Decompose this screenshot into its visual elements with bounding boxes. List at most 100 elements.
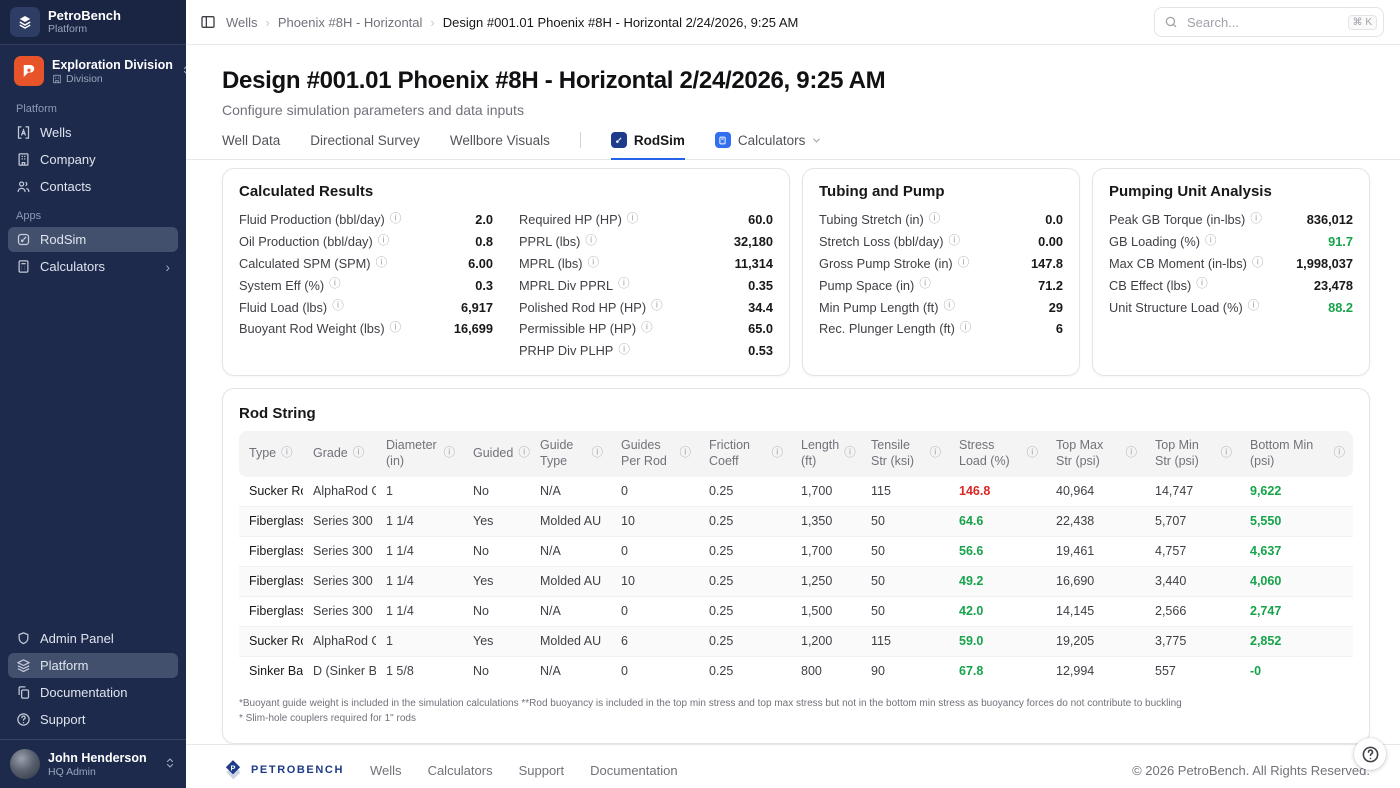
info-icon[interactable]: ⓘ <box>919 278 931 291</box>
info-icon[interactable]: ⓘ <box>281 447 293 460</box>
rod-table: Type ⓘ Grade ⓘ Diameter (in) ⓘ Guided ⓘ … <box>239 431 1353 686</box>
info-icon[interactable]: ⓘ <box>651 300 663 313</box>
info-icon[interactable]: ⓘ <box>585 234 597 247</box>
rod-cell: 2,852 <box>1240 625 1353 657</box>
team-type: Division <box>52 73 173 85</box>
info-icon[interactable]: ⓘ <box>957 256 970 269</box>
info-icon[interactable]: ⓘ <box>928 213 941 226</box>
info-icon[interactable]: ⓘ <box>1196 278 1208 291</box>
info-icon[interactable]: ⓘ <box>389 322 402 335</box>
info-icon[interactable]: ⓘ <box>352 447 365 460</box>
info-icon[interactable]: ⓘ <box>443 447 456 460</box>
calc-left-column: Fluid Production (bbl/day) ⓘ 2.0 Oil Pro… <box>239 209 493 361</box>
brand-name: PetroBench <box>48 7 121 23</box>
sidebar-item-platform[interactable]: Platform <box>8 653 178 678</box>
info-icon[interactable]: ⓘ <box>771 447 784 460</box>
info-icon[interactable]: ⓘ <box>948 234 960 247</box>
footer-link-support[interactable]: Support <box>518 762 565 778</box>
pumping-unit-card: Pumping Unit Analysis Peak GB Torque (in… <box>1092 168 1370 377</box>
info-icon[interactable]: ⓘ <box>1247 300 1260 313</box>
metric-label: Polished Rod HP (HP) ⓘ <box>519 299 663 315</box>
column-header: Length (ft) ⓘ <box>791 431 861 477</box>
sidebar-item-rodsim[interactable]: RodSim <box>8 227 178 252</box>
rod-cell: 49.2 <box>949 565 1046 597</box>
info-icon[interactable]: ⓘ <box>626 213 639 226</box>
info-icon[interactable]: ⓘ <box>1026 447 1039 460</box>
breadcrumb-wells[interactable]: Wells <box>226 14 258 30</box>
info-icon[interactable]: ⓘ <box>929 447 942 460</box>
info-icon[interactable]: ⓘ <box>1251 256 1264 269</box>
metric-row: Oil Production (bbl/day) ⓘ 0.8 <box>239 231 493 253</box>
rod-cell: 16,690 <box>1046 565 1145 597</box>
brand-header[interactable]: PetroBench Platform <box>0 0 186 45</box>
metric-row: Calculated SPM (SPM) ⓘ 6.00 <box>239 253 493 275</box>
help-button[interactable] <box>1354 738 1386 770</box>
search-box[interactable]: ⌘ K <box>1154 7 1384 37</box>
info-icon[interactable]: ⓘ <box>329 278 341 291</box>
info-icon[interactable]: ⓘ <box>332 300 344 313</box>
search-input[interactable] <box>1185 13 1341 31</box>
user-menu[interactable]: John Henderson HQ Admin <box>0 739 186 788</box>
metric-value: 147.8 <box>1030 255 1063 271</box>
rod-cell: 22,438 <box>1046 505 1145 537</box>
sidebar-item-admin-panel[interactable]: Admin Panel <box>8 626 178 651</box>
info-icon[interactable]: ⓘ <box>375 256 388 269</box>
footer-link-wells[interactable]: Wells <box>370 762 402 778</box>
info-icon[interactable]: ⓘ <box>1250 213 1262 226</box>
rod-cell: 2,747 <box>1240 595 1353 627</box>
info-icon[interactable]: ⓘ <box>518 447 530 460</box>
tab-rodsim[interactable]: RodSim <box>610 132 685 160</box>
info-icon[interactable]: ⓘ <box>618 278 630 291</box>
rodsim-app-icon <box>610 132 627 148</box>
metric-label: Oil Production (bbl/day) ⓘ <box>239 234 390 250</box>
footer-brand[interactable]: P PETROBENCH <box>222 759 344 781</box>
tab-wellbore-visuals[interactable]: Wellbore Visuals <box>449 133 550 148</box>
info-icon[interactable]: ⓘ <box>1125 447 1138 460</box>
info-icon[interactable]: ⓘ <box>587 256 600 269</box>
info-icon[interactable]: ⓘ <box>618 343 630 356</box>
sidebar-item-calculators[interactable]: Calculators › <box>8 254 178 279</box>
main-area: Wells › Phoenix #8H - Horizontal › Desig… <box>186 0 1400 788</box>
rod-cell: 1,250 <box>791 565 861 597</box>
info-icon[interactable]: ⓘ <box>679 447 692 460</box>
footer-link-documentation[interactable]: Documentation <box>590 762 678 778</box>
info-icon[interactable]: ⓘ <box>844 447 856 460</box>
tab-calculators[interactable]: Calculators <box>714 132 823 160</box>
page-title: Design #001.01 Phoenix #8H - Horizontal … <box>222 67 886 94</box>
tab-directional-survey[interactable]: Directional Survey <box>310 133 420 148</box>
rod-string-card: Rod String Type ⓘ Grade ⓘ Diameter (in) … <box>222 388 1370 744</box>
sidebar-item-contacts[interactable]: Contacts <box>8 174 178 199</box>
info-icon[interactable]: ⓘ <box>959 322 972 335</box>
info-icon[interactable]: ⓘ <box>1333 447 1346 460</box>
tab-well-data[interactable]: Well Data <box>222 133 281 148</box>
tubing-pump-card: Tubing and Pump Tubing Stretch (in) ⓘ 0.… <box>802 168 1080 377</box>
rod-cell: No <box>463 655 530 686</box>
info-icon[interactable]: ⓘ <box>1205 234 1217 247</box>
metric-label: Min Pump Length (ft) ⓘ <box>819 299 956 315</box>
sidebar-item-support[interactable]: Support <box>8 707 178 732</box>
chevrons-up-down-icon <box>164 757 176 772</box>
info-icon[interactable]: ⓘ <box>1220 447 1233 460</box>
metric-row: Stretch Loss (bbl/day) ⓘ 0.00 <box>819 231 1063 253</box>
sidebar-toggle-icon[interactable] <box>200 14 216 30</box>
info-icon[interactable]: ⓘ <box>591 447 604 460</box>
rod-cell: 12,994 <box>1046 655 1145 686</box>
rod-cell: 2,566 <box>1145 595 1240 627</box>
footer-link-calculators[interactable]: Calculators <box>427 762 493 778</box>
rod-cell: 0.25 <box>699 625 791 657</box>
sidebar-item-documentation[interactable]: Documentation <box>8 680 178 705</box>
team-switcher[interactable]: Exploration Division Division <box>8 51 190 91</box>
info-icon[interactable]: ⓘ <box>389 213 402 226</box>
info-icon[interactable]: ⓘ <box>641 322 653 335</box>
breadcrumb-well[interactable]: Phoenix #8H - Horizontal <box>277 14 423 30</box>
metric-label: MPRL Div PPRL ⓘ <box>519 277 630 293</box>
sidebar-item-company[interactable]: Company <box>8 147 178 172</box>
metric-value: 1,998,037 <box>1296 255 1353 271</box>
rod-table-body: Sucker RodAlphaRod CS1NoN/A00.251,700115… <box>239 477 1353 686</box>
info-icon[interactable]: ⓘ <box>943 300 956 313</box>
rod-cell: 0 <box>611 595 699 627</box>
info-icon[interactable]: ⓘ <box>377 234 390 247</box>
metric-value: 0.3 <box>475 277 493 293</box>
sidebar-item-wells[interactable]: Wells <box>8 120 178 145</box>
user-role: HQ Admin <box>48 765 96 778</box>
